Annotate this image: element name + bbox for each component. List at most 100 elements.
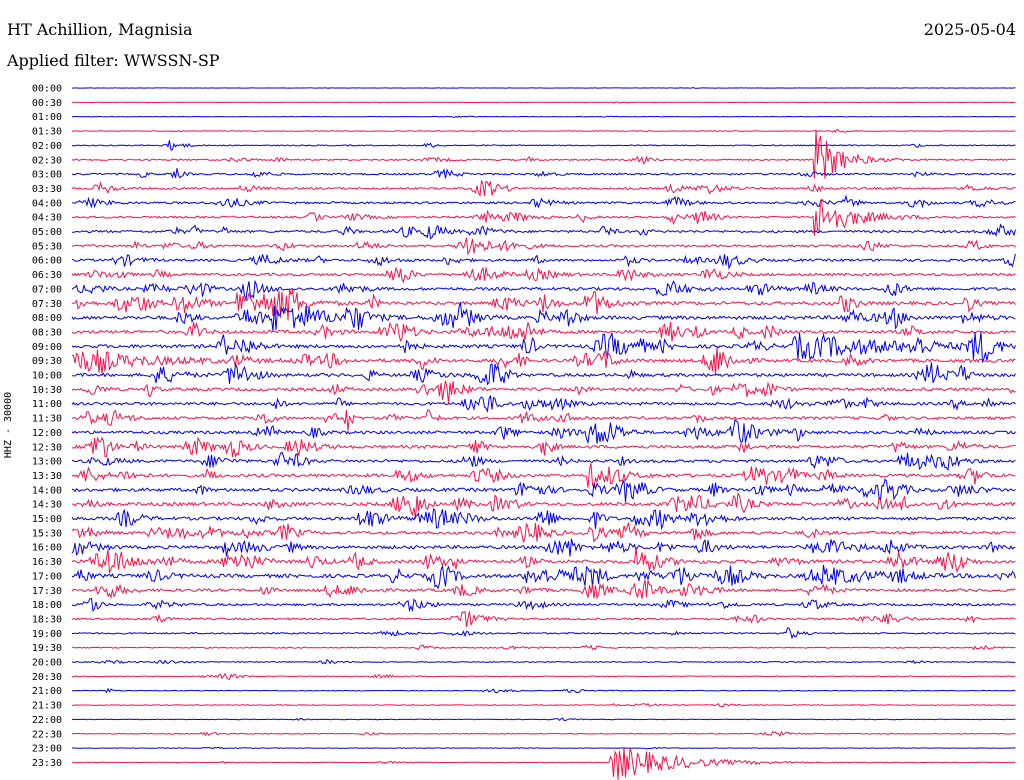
time-tick-label: 19:30 xyxy=(32,643,62,654)
time-tick-label: 10:00 xyxy=(32,371,62,382)
time-tick-label: 11:00 xyxy=(32,399,62,410)
time-tick-label: 18:00 xyxy=(32,600,62,611)
trace-line xyxy=(71,538,1016,557)
time-tick-label: 18:30 xyxy=(32,614,62,625)
trace-line xyxy=(71,610,1016,628)
trace-line xyxy=(71,522,1016,543)
trace-line xyxy=(71,702,1016,708)
trace-line xyxy=(71,288,1016,321)
trace-line xyxy=(71,730,1016,737)
trace-line xyxy=(71,597,1016,613)
time-tick-label: 08:00 xyxy=(32,313,62,324)
time-tick-label: 22:00 xyxy=(32,715,62,726)
time-labels: 00:00 00:30 01:00 01:30 02:00 02:30 03:00 03:30… xyxy=(32,84,62,769)
time-tick-label: 22:30 xyxy=(32,729,62,740)
time-tick-label: 04:30 xyxy=(32,213,62,224)
trace-line xyxy=(72,672,1016,680)
time-tick-label: 13:30 xyxy=(32,471,62,482)
time-tick-label: 01:30 xyxy=(32,127,62,138)
time-tick-label: 14:00 xyxy=(32,485,62,496)
time-tick-label: 17:00 xyxy=(32,571,62,582)
time-tick-label: 12:00 xyxy=(32,428,62,439)
trace-line xyxy=(72,644,1016,651)
trace-line xyxy=(71,199,1016,236)
trace-line xyxy=(71,128,1016,133)
time-tick-label: 08:30 xyxy=(32,327,62,338)
time-tick-label: 11:30 xyxy=(32,414,62,425)
time-tick-label: 06:30 xyxy=(32,270,62,281)
trace-line xyxy=(71,547,1016,574)
time-tick-label: 23:00 xyxy=(32,744,62,755)
station-title: HT Achillion, Magnisia xyxy=(7,20,193,39)
time-tick-label: 04:00 xyxy=(32,198,62,209)
trace-line xyxy=(71,451,1016,472)
trace-line xyxy=(71,101,1016,104)
trace-line xyxy=(71,253,1016,271)
time-tick-label: 05:00 xyxy=(32,227,62,238)
trace-line xyxy=(71,223,1016,240)
trace-line xyxy=(71,266,1016,284)
trace-line xyxy=(71,346,1016,375)
time-tick-label: 02:00 xyxy=(32,141,62,152)
trace-line xyxy=(71,237,1016,256)
time-tick-label: 00:30 xyxy=(32,98,62,109)
trace-line xyxy=(71,279,1016,302)
trace-line xyxy=(71,746,1016,750)
time-tick-label: 20:30 xyxy=(32,672,62,683)
time-tick-label: 09:00 xyxy=(32,342,62,353)
trace-line xyxy=(71,579,1016,600)
time-tick-label: 21:00 xyxy=(32,686,62,697)
trace-line xyxy=(71,180,1016,198)
trace-line xyxy=(71,86,1016,89)
trace-line xyxy=(71,409,1016,431)
trace-line xyxy=(71,129,1016,179)
time-tick-label: 02:30 xyxy=(32,155,62,166)
trace-line xyxy=(71,321,1016,342)
time-tick-label: 00:00 xyxy=(32,84,62,95)
time-tick-label: 05:30 xyxy=(32,241,62,252)
trace-line xyxy=(71,418,1016,445)
trace-line xyxy=(71,436,1016,458)
trace-line xyxy=(72,627,1016,640)
time-tick-label: 10:30 xyxy=(32,385,62,396)
trace-line xyxy=(71,168,1016,179)
trace-line xyxy=(71,194,1016,209)
time-tick-label: 06:00 xyxy=(32,256,62,267)
time-tick-label: 23:30 xyxy=(32,758,62,769)
time-tick-label: 12:30 xyxy=(32,442,62,453)
time-tick-label: 15:30 xyxy=(32,528,62,539)
time-tick-label: 01:00 xyxy=(32,112,62,123)
time-tick-label: 03:30 xyxy=(32,184,62,195)
trace-line xyxy=(71,564,1016,590)
time-tick-label: 14:30 xyxy=(32,500,62,511)
trace-line xyxy=(71,302,1016,332)
trace-line xyxy=(71,331,1016,363)
time-tick-label: 21:30 xyxy=(32,701,62,712)
filter-label: Applied filter: WWSSN-SP xyxy=(7,51,220,70)
time-tick-label: 09:30 xyxy=(32,356,62,367)
trace-line xyxy=(71,395,1016,413)
trace-line xyxy=(71,658,1016,665)
time-tick-label: 07:00 xyxy=(32,284,62,295)
trace-line xyxy=(71,717,1016,722)
time-tick-label: 15:00 xyxy=(32,514,62,525)
time-tick-label: 13:00 xyxy=(32,457,62,468)
trace-line xyxy=(72,746,1016,780)
trace-line xyxy=(72,492,1016,519)
time-tick-label: 16:00 xyxy=(32,543,62,554)
time-tick-label: 19:00 xyxy=(32,629,62,640)
trace-line xyxy=(71,380,1016,404)
trace-line xyxy=(71,478,1016,503)
traces xyxy=(71,86,1016,780)
trace-line xyxy=(71,687,1016,694)
date-label: 2025-05-04 xyxy=(923,20,1016,39)
time-tick-label: 16:30 xyxy=(32,557,62,568)
trace-line xyxy=(71,140,1016,151)
trace-line xyxy=(71,362,1016,386)
time-tick-label: 03:00 xyxy=(32,170,62,181)
time-tick-label: 20:00 xyxy=(32,658,62,669)
time-tick-label: 17:30 xyxy=(32,586,62,597)
time-tick-label: 07:30 xyxy=(32,299,62,310)
trace-line xyxy=(71,115,1016,118)
